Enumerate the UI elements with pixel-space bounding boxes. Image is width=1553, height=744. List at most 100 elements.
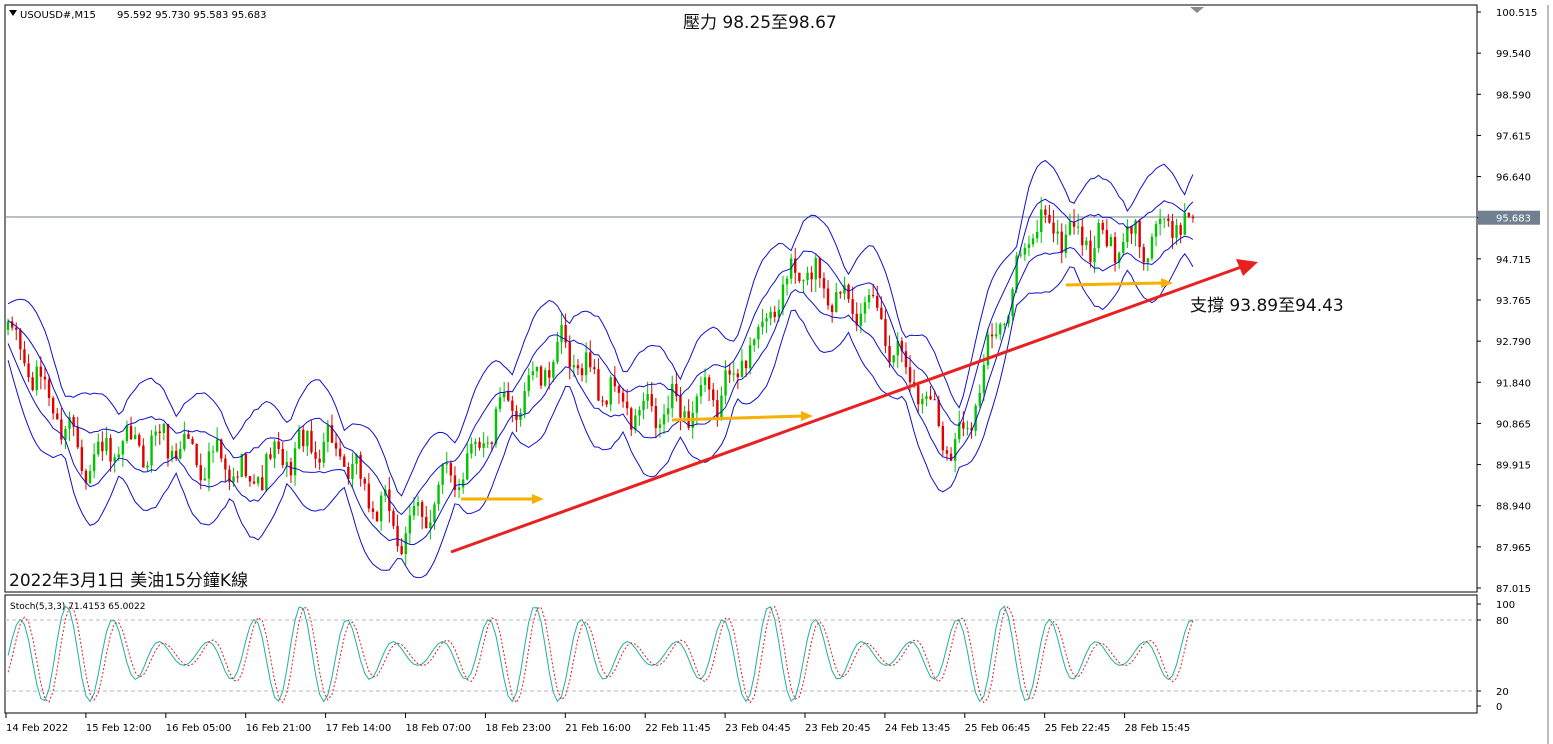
candle-body: [256, 477, 260, 484]
candle-body: [1019, 254, 1022, 256]
price-tick-label: 98.590: [1496, 90, 1531, 101]
candle-body: [470, 444, 473, 454]
candle-body: [158, 431, 161, 433]
candle-body: [1179, 225, 1182, 235]
candle-body: [1089, 240, 1092, 263]
candle-body: [1056, 231, 1059, 234]
candle-body: [601, 400, 604, 402]
candle-body: [609, 377, 612, 405]
candle-body: [117, 454, 120, 458]
time-tick-label: 25 Feb 06:45: [965, 723, 1031, 734]
candle-body: [343, 456, 346, 467]
price-tick-label: 93.765: [1496, 296, 1531, 307]
candle-body: [19, 329, 22, 350]
candle-body: [908, 367, 912, 383]
candle-body: [359, 454, 362, 479]
support-arrow-2: [671, 414, 804, 422]
scroll-marker-icon[interactable]: [1190, 7, 1204, 13]
candle-body: [859, 313, 863, 326]
candle-body: [851, 299, 854, 314]
candle-body: [174, 450, 178, 459]
stoch-label: Stoch(5,3,3) 71.4153 65.0022: [10, 602, 145, 612]
candle-body: [941, 425, 945, 451]
uptrend-line: [450, 264, 1245, 554]
candle-body: [773, 311, 776, 318]
candle-body: [396, 525, 399, 547]
candle-body: [236, 476, 239, 478]
candle-body: [720, 395, 723, 421]
candle-body: [269, 454, 272, 459]
candle-body: [847, 284, 850, 300]
candle-body: [929, 396, 932, 400]
candle-body: [56, 413, 59, 420]
time-tick-label: 18 Feb 23:00: [485, 723, 551, 734]
candle-body: [215, 439, 219, 452]
candle-body: [1081, 226, 1084, 246]
stoch-tick-label: 20: [1496, 687, 1509, 698]
price-tick-label: 95.683: [1496, 214, 1531, 225]
candle-body: [675, 383, 678, 397]
candle-body: [937, 399, 940, 426]
candle-body: [441, 464, 444, 485]
candle-body: [228, 469, 231, 482]
candle-body: [953, 439, 957, 461]
price-tick-label: 89.915: [1496, 461, 1531, 472]
candle-body: [240, 453, 243, 477]
candle-body: [757, 327, 760, 340]
candle-body: [347, 466, 350, 480]
candle-body: [630, 408, 633, 430]
candle-body: [97, 441, 100, 455]
candle-body: [1044, 209, 1047, 215]
candle-body: [1134, 220, 1137, 234]
candle-body: [584, 352, 588, 376]
candle-body: [867, 294, 871, 303]
candle-body: [666, 408, 670, 415]
time-tick-label: 25 Feb 22:45: [1045, 723, 1111, 734]
candle-body: [839, 292, 842, 294]
price-tick-label: 91.840: [1496, 378, 1531, 389]
candle-body: [658, 424, 662, 428]
stoch-tick-label: 80: [1496, 616, 1509, 627]
candle-body: [1060, 231, 1063, 253]
candle-body: [646, 394, 649, 401]
candle-body: [1154, 224, 1158, 237]
candle-body: [355, 454, 358, 464]
candle-body: [761, 321, 764, 328]
candle-body: [265, 454, 268, 491]
candle-body: [830, 305, 834, 313]
candle-body: [445, 463, 448, 465]
candle-body: [1068, 221, 1072, 235]
candle-body: [625, 401, 629, 409]
candle-body: [564, 324, 567, 343]
candle-body: [548, 370, 551, 378]
candle-body: [552, 361, 555, 378]
stoch-axis: 100 80 20 0: [1477, 600, 1515, 713]
candle-body: [1093, 248, 1096, 263]
price-tick-label: 100.515: [1496, 8, 1537, 19]
candle-body: [64, 428, 67, 440]
lower-outer-band: [7, 252, 1194, 579]
candle-body: [753, 339, 756, 346]
candle-body: [814, 258, 817, 280]
candle-body: [1048, 214, 1051, 223]
candle-body: [1064, 234, 1068, 253]
candle-body: [1191, 216, 1195, 219]
candle-body: [1175, 225, 1178, 238]
candle-body: [556, 341, 559, 362]
candle-body: [593, 367, 596, 370]
price-tick-label: 94.715: [1496, 255, 1531, 266]
candle-body: [494, 408, 498, 445]
candle-body: [748, 345, 752, 369]
candle-body: [92, 454, 96, 472]
price-tick-label: 96.640: [1496, 173, 1531, 184]
candle-body: [191, 438, 194, 444]
candle-body: [535, 366, 539, 372]
candle-body: [211, 451, 215, 453]
candle-body: [1105, 229, 1109, 247]
symbol-dropdown-icon[interactable]: [9, 10, 17, 16]
candle-body: [351, 463, 354, 480]
upper-outer-band: [7, 159, 1194, 497]
candle-body: [1163, 218, 1166, 220]
candle-body: [1117, 252, 1121, 263]
candle-body: [507, 391, 510, 401]
